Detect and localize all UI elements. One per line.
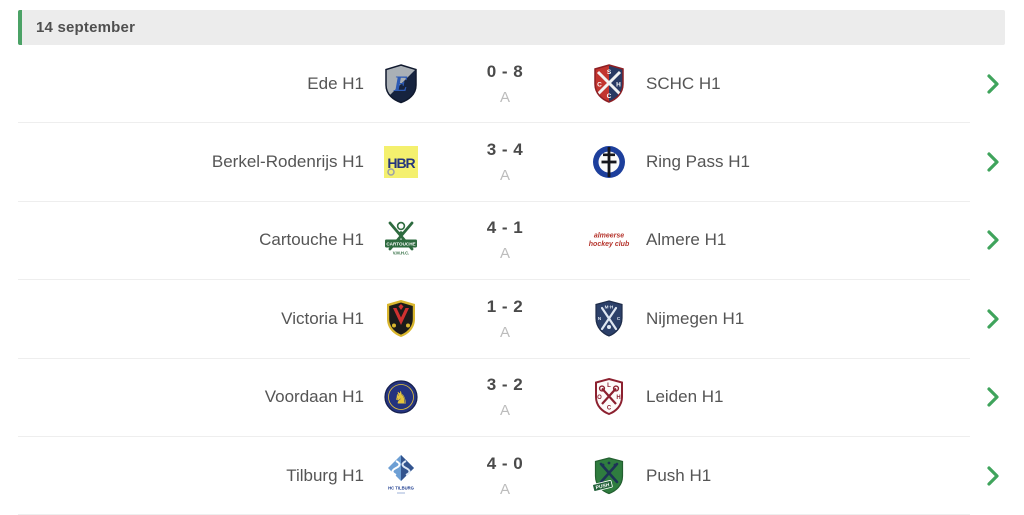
match-score: 3 - 4 [486,140,524,160]
svg-text:V.M.H.C.: V.M.H.C. [393,251,410,256]
match-row[interactable]: Cartouche H1 CARTOUCHE V.M.H.C. 4 - 1 A [18,201,999,281]
home-team-name: Tilburg H1 [286,465,364,485]
match-score: 3 - 2 [486,375,524,395]
home-team-name: Victoria H1 [281,308,364,328]
svg-text:HBR: HBR [387,155,415,171]
score-block: 3 - 4 A [422,140,588,184]
match-status: A [499,245,510,263]
voordaan-crest-icon: ♞ [380,374,422,420]
match-row[interactable]: Voordaan H1 ♞ 3 - 2 A L O [18,358,999,437]
match-score: 0 - 8 [486,61,524,81]
svg-text:C: C [607,93,612,100]
leiden-crest-icon: L O H C [588,374,630,420]
away-team-name: Nijmegen H1 [646,308,745,328]
away-team-name: Leiden H1 [646,387,724,407]
score-block: 4 - 1 A [422,218,588,262]
svg-text:almeerse: almeerse [594,233,624,240]
home-team-name: Ede H1 [307,73,364,93]
svg-text:C: C [617,316,621,321]
nijmegen-crest-icon: M·H N C [588,296,630,342]
hbr-crest-icon: HBR [380,139,422,185]
cartouche-crest-icon: CARTOUCHE V.M.H.C. [380,217,422,263]
svg-text:M·H: M·H [605,304,614,309]
svg-text:N: N [598,316,602,321]
home-team-name: Cartouche H1 [259,230,364,250]
match-status: A [499,88,510,106]
score-block: 0 - 8 A [422,62,588,106]
svg-text:CARTOUCHE: CARTOUCHE [386,242,415,247]
away-team-name: SCHC H1 [646,73,721,93]
ede-crest-icon: E [380,61,422,107]
chevron-right-icon[interactable] [982,386,1004,408]
svg-text:C: C [597,81,602,88]
push-crest-icon: PUSH [588,453,630,499]
match-score: 4 - 1 [486,218,524,238]
svg-text:O: O [597,395,602,401]
match-list-panel: 14 september Ede H1 E 0 - 8 A [0,10,1024,515]
svg-text:PUSH: PUSH [595,482,610,491]
away-team-name: Ring Pass H1 [646,152,750,172]
away-team-name: Push H1 [646,465,712,485]
svg-text:H: H [616,395,620,401]
match-status: A [499,480,510,498]
match-row[interactable]: Berkel-Rodenrijs H1 HBR 3 - 4 A [18,123,999,202]
match-rows: Ede H1 E 0 - 8 A [18,45,999,515]
match-status: A [499,323,510,341]
chevron-right-icon[interactable] [982,151,1004,173]
date-header: 14 september [18,10,1005,45]
svg-text:L: L [607,383,611,389]
svg-text:C: C [607,406,612,412]
match-status: A [499,402,510,420]
victoria-crest-icon [380,296,422,342]
svg-text:H: H [616,81,621,88]
chevron-right-icon[interactable] [982,229,1004,251]
schc-crest-icon: S C H C [588,61,630,107]
home-team-name: Voordaan H1 [264,387,364,407]
match-row[interactable]: Ede H1 E 0 - 8 A [18,45,999,124]
home-team-name: Berkel-Rodenrijs H1 [211,152,364,172]
score-block: 3 - 2 A [422,375,588,419]
tilburg-crest-icon: HC TILBURG [380,453,422,499]
svg-text:hockey club: hockey club [589,241,630,248]
date-label: 14 september [36,19,136,36]
svg-text:E: E [393,71,409,96]
chevron-right-icon[interactable] [982,308,1004,330]
svg-text:♞: ♞ [393,389,408,408]
score-block: 1 - 2 A [422,297,588,341]
match-status: A [499,167,510,185]
svg-text:S: S [607,69,612,76]
almere-wordmark-icon: almeerse hockey club [588,217,630,263]
match-row[interactable]: Tilburg H1 HC TILBURG 4 - 0 A [18,436,999,515]
score-block: 4 - 0 A [422,454,588,498]
away-team-name: Almere H1 [646,230,727,250]
ring-pass-crest-icon [588,139,630,185]
svg-text:HC TILBURG: HC TILBURG [388,485,414,490]
chevron-right-icon[interactable] [982,73,1004,95]
chevron-right-icon[interactable] [982,465,1004,487]
match-score: 1 - 2 [486,296,524,316]
match-score: 4 - 0 [486,453,524,473]
match-row[interactable]: Victoria H1 1 - 2 A [18,280,999,359]
